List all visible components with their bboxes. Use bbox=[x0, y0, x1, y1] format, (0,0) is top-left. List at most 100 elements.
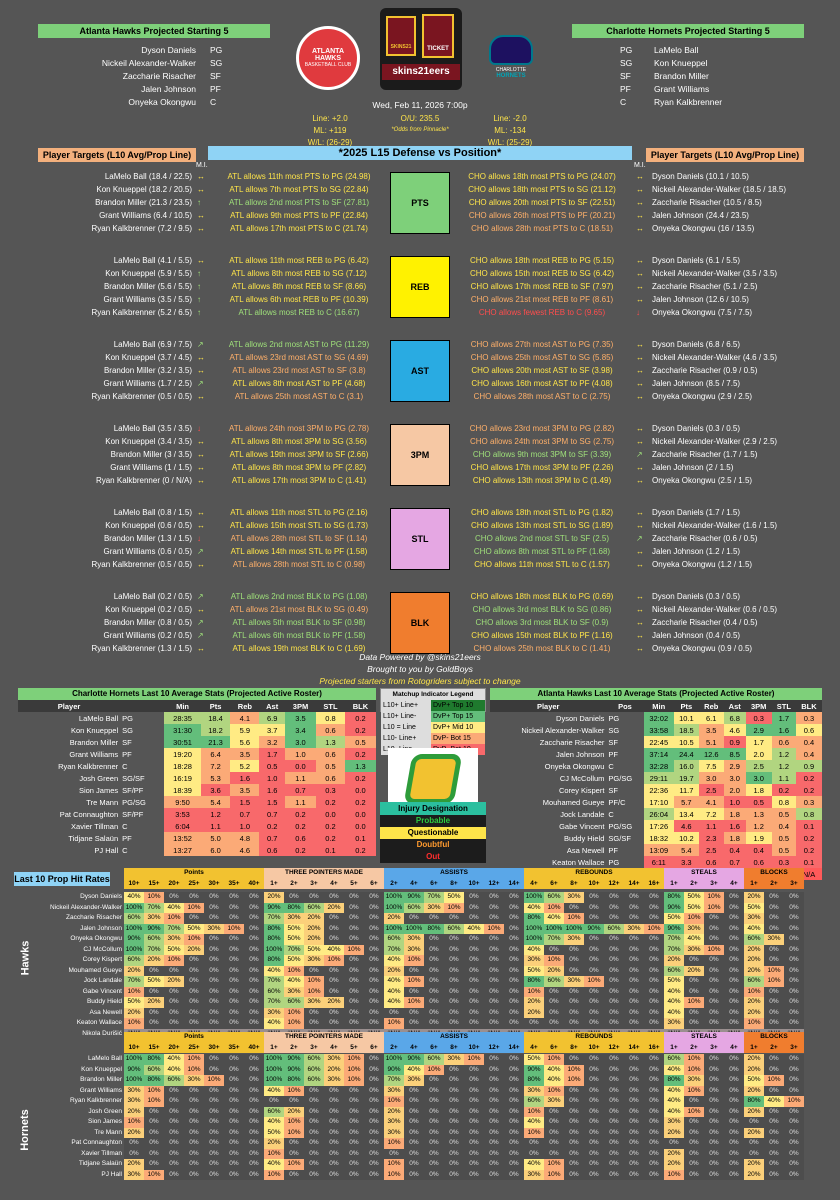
player-pos: PG bbox=[608, 713, 620, 723]
hit-rate-cell: 30% bbox=[524, 1085, 544, 1096]
left-target-player: Brandon Miller (1.3 / 1.5) bbox=[103, 534, 192, 543]
hit-rate-cell: 90% bbox=[664, 902, 684, 913]
right-target-player: Onyeka Okongwu (2.9 / 2.5) bbox=[652, 392, 753, 401]
hit-rate-cell: 10% bbox=[284, 1085, 304, 1096]
hit-player-name: Asa Newell bbox=[89, 1008, 122, 1016]
hit-rate-row: Brandon Miller 100% 80% 60% 30% 10% 0% 0% 100% 80… bbox=[14, 1075, 804, 1086]
player-name: Zaccharie Risacher bbox=[539, 737, 605, 747]
hit-rate-cell: 0% bbox=[444, 955, 464, 966]
hit-rate-cell: 0% bbox=[364, 1075, 384, 1086]
hit-threshold: 40+ bbox=[244, 878, 264, 889]
stat-cell: 13:09 bbox=[643, 844, 674, 856]
hit-rate-cell: 0% bbox=[684, 955, 704, 966]
hit-threshold: 2+ bbox=[684, 1042, 704, 1053]
hit-rate-cell: 0% bbox=[484, 986, 504, 997]
mi-indicator-icon: ↔ bbox=[197, 605, 205, 614]
hit-rate-cell: 0% bbox=[464, 1106, 484, 1117]
hit-rate-cell: 0% bbox=[224, 955, 244, 966]
hit-threshold: 4+ bbox=[404, 1042, 424, 1053]
hit-rate-cell: 50% bbox=[124, 997, 144, 1008]
right-target-player: Nickeil Alexander-Walker (3.5 / 3.5) bbox=[652, 269, 778, 278]
hit-rate-cell: 0% bbox=[784, 1054, 804, 1065]
hit-rate-cell: 0% bbox=[344, 1127, 364, 1138]
stat-cell: 0.7 bbox=[285, 784, 316, 796]
hit-rate-cell: 0% bbox=[784, 1018, 804, 1029]
hit-rate-cell: 0% bbox=[464, 1018, 484, 1029]
hit-rate-cell: 0% bbox=[704, 955, 724, 966]
table-row: Buddy Hield SG/SF 18:32 10.2 2.3 1.8 1.9 0.5 0.2 bbox=[490, 832, 822, 844]
hit-rate-cell: 0% bbox=[624, 955, 644, 966]
stat-cell: 0.6 bbox=[795, 724, 822, 736]
stat-cell: 18.2 bbox=[200, 724, 231, 736]
hit-rate-cell: 0% bbox=[724, 892, 744, 903]
atl-dvp-text: ATL allows 21st most BLK to SG (0.49) bbox=[229, 605, 369, 614]
atl-dvp-text: ATL allows 11th most PTS to PG (24.98) bbox=[227, 172, 371, 181]
hit-rate-cell: 0% bbox=[404, 1117, 424, 1128]
right-target-player: Nickeil Alexander-Walker (0.6 / 0.5) bbox=[652, 605, 778, 614]
hit-rate-cell: 0% bbox=[784, 892, 804, 903]
hit-rate-cell: 0% bbox=[704, 1007, 724, 1018]
mi-indicator-icon: ↓ bbox=[197, 424, 201, 433]
cha-starting-title: Charlotte Hornets Projected Starting 5 bbox=[572, 24, 804, 38]
stat-cell: 13:52 bbox=[164, 832, 201, 844]
hit-rate-cell: 10% bbox=[544, 902, 564, 913]
hit-rate-cell: 0% bbox=[544, 1138, 564, 1149]
hit-rate-cell: 0% bbox=[284, 1138, 304, 1149]
hit-threshold: 35+ bbox=[224, 1042, 244, 1053]
hit-threshold: 1+ bbox=[744, 878, 764, 889]
hit-rate-cell: 0% bbox=[504, 1117, 524, 1128]
mi-indicator-icon: ↔ bbox=[197, 450, 205, 459]
mi-indicator-icon: ↔ bbox=[197, 366, 205, 375]
hit-rate-cell: 40% bbox=[664, 1085, 684, 1096]
hit-rate-cell: 0% bbox=[584, 1138, 604, 1149]
table-row: Sion James SF/PF 18:39 3.6 3.5 1.6 0.7 0.3 0.0 bbox=[18, 784, 376, 796]
hit-rate-cell: 0% bbox=[304, 1106, 324, 1117]
hit-rate-cell: 0% bbox=[624, 1127, 644, 1138]
hit-rate-cell: 0% bbox=[644, 1054, 664, 1065]
hit-rate-cell: 70% bbox=[144, 902, 164, 913]
stat-cell: 0.7 bbox=[259, 832, 286, 844]
hit-rate-cell: 100% bbox=[384, 923, 404, 934]
hit-rate-cell: 40% bbox=[404, 1064, 424, 1075]
hit-rate-cell: 0% bbox=[484, 1127, 504, 1138]
table-row: LaMelo Ball PG 28:35 18.4 4.1 6.9 3.5 0.8 0.2 bbox=[18, 712, 376, 724]
odds-note: *Odds from Pinnacle* bbox=[391, 127, 449, 133]
hit-threshold: 2+ bbox=[384, 878, 404, 889]
hit-rate-cell: 0% bbox=[604, 1138, 624, 1149]
hit-rate-cell: 50% bbox=[744, 902, 764, 913]
hit-rate-cell: 50% bbox=[444, 892, 464, 903]
hit-rate-cell: 0% bbox=[724, 902, 744, 913]
hit-rate-cell: 0% bbox=[424, 934, 444, 945]
hit-rate-cell: 0% bbox=[224, 1018, 244, 1029]
stat-cell: 0.6 bbox=[698, 856, 724, 868]
hit-rate-cell: 0% bbox=[784, 902, 804, 913]
hit-threshold: 2+ bbox=[764, 878, 784, 889]
stat-cell: 3.2 bbox=[259, 736, 286, 748]
hit-rate-cell: 60% bbox=[404, 902, 424, 913]
hit-rate-row: Tre Mann 20% 0% 0% 0% 0% 0% 0% 50% 10% 0% 0% 0% 0% 30%… bbox=[14, 1127, 804, 1138]
stat-cell: 1.7 bbox=[745, 736, 772, 748]
hit-rate-cell: 0% bbox=[584, 892, 604, 903]
hit-rate-cell: 0% bbox=[444, 1117, 464, 1128]
hit-rate-cell: 0% bbox=[764, 892, 784, 903]
legend-title: Matchup Indicator Legend bbox=[381, 689, 485, 700]
hit-rate-cell: 0% bbox=[624, 1007, 644, 1018]
hit-rate-cell: 0% bbox=[544, 1106, 564, 1117]
atl-last10-table: Player Pos Min Pts Reb Ast 3PM STL BLK Dyson Dani… bbox=[490, 700, 822, 880]
hit-rate-cell: 0% bbox=[244, 923, 264, 934]
hit-rate-cell: 0% bbox=[324, 1018, 344, 1029]
hit-rate-cell: 0% bbox=[784, 1064, 804, 1075]
hit-player-name: Keaton Wallace bbox=[76, 1019, 122, 1027]
starter-name: Grant Williams bbox=[654, 84, 710, 94]
hit-rate-cell: 0% bbox=[364, 913, 384, 924]
legend-dvp: DvP- Bot 15 bbox=[431, 733, 485, 744]
column-header: Min bbox=[643, 700, 674, 712]
hit-rate-cell: 0% bbox=[224, 913, 244, 924]
left-target-player: Brandon Miller (0.8 / 0.5) bbox=[103, 618, 192, 627]
hit-rate-cell: 60% bbox=[444, 923, 464, 934]
hit-rate-cell: 0% bbox=[324, 1148, 344, 1159]
hit-rate-cell: 0% bbox=[344, 965, 364, 976]
hit-rate-cell: 100% bbox=[524, 934, 544, 945]
hit-rate-cell: 50% bbox=[524, 965, 544, 976]
legend-items: L10+ Line+ DvP+ Top 10 L10+ Line- DvP+ Top … bbox=[381, 700, 485, 755]
